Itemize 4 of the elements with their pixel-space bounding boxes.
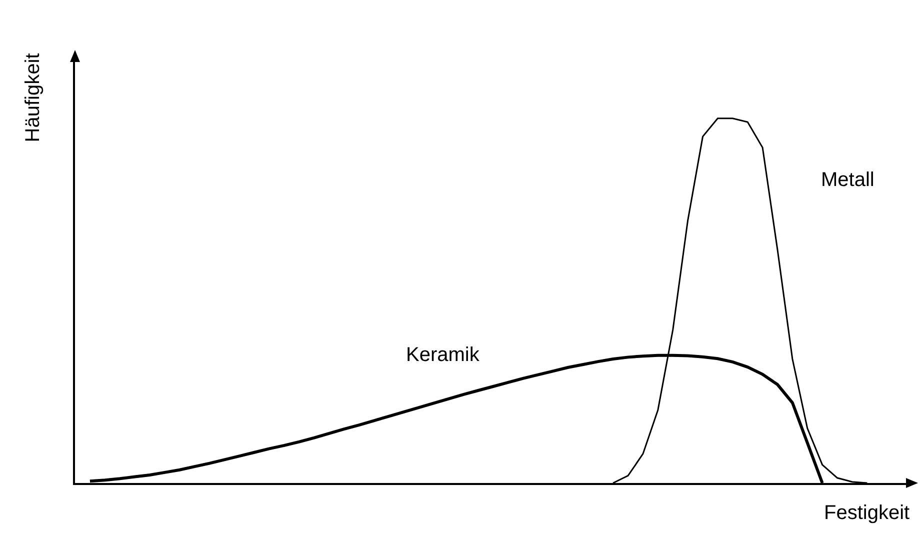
text: Metall — [821, 169, 874, 191]
series-label: Keramik — [406, 344, 480, 366]
x-axis-title: Festigkeit — [824, 502, 910, 524]
y-axis-title: Häufigkeit — [22, 52, 44, 142]
